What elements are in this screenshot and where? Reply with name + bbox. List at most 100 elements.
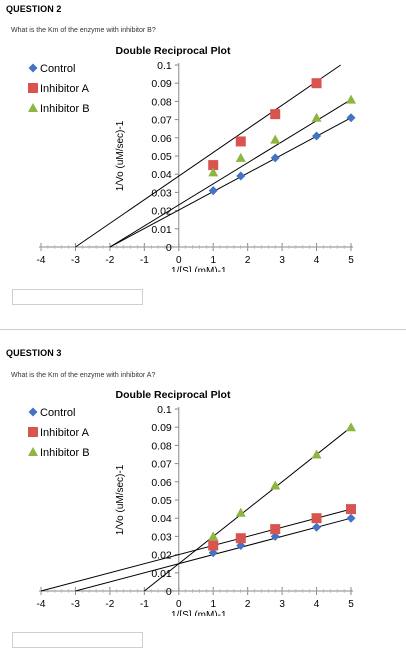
- chart-title: Double Reciprocal Plot: [116, 45, 231, 57]
- legend-label: Inhibitor B: [40, 447, 90, 459]
- x-tick-label: 1: [210, 599, 216, 610]
- y-tick-label: 0.08: [151, 96, 172, 108]
- x-tick-label: -2: [105, 255, 114, 266]
- x-tick-label: 5: [348, 599, 354, 610]
- x-tick-label: -4: [37, 599, 46, 610]
- question-2-prompt: What is the Km of the enzyme with inhibi…: [11, 27, 156, 34]
- data-point-control: [346, 113, 356, 123]
- data-point-control: [208, 548, 218, 558]
- y-tick-label: 0.04: [151, 513, 172, 525]
- legend-marker: [28, 63, 38, 73]
- question-3-label: QUESTION 3: [6, 348, 62, 358]
- x-tick-label: 3: [279, 599, 285, 610]
- data-point-inhibitor-b: [235, 152, 246, 162]
- data-point-inhibitor-a: [311, 78, 322, 89]
- y-tick-label: 0.05: [151, 495, 172, 507]
- y-tick-label: 0.1: [157, 60, 172, 72]
- x-tick-label: 3: [279, 255, 285, 266]
- x-tick-label: 0: [176, 599, 182, 610]
- y-tick-label: 0.02: [151, 550, 172, 562]
- data-point-inhibitor-b: [208, 531, 219, 541]
- y-tick-label: 0.05: [151, 151, 172, 163]
- y-axis-label: 1/Vo (uM/sec)-1: [115, 120, 126, 191]
- data-point-control: [236, 171, 246, 181]
- x-tick-label: 0: [176, 255, 182, 266]
- question-divider: [0, 329, 406, 330]
- legend-label: Control: [40, 63, 75, 75]
- y-tick-label: 0.09: [151, 78, 172, 90]
- y-tick-label: 0.08: [151, 440, 172, 452]
- data-point-inhibitor-b: [208, 167, 219, 177]
- y-tick-label: 0.02: [151, 206, 172, 218]
- x-tick-label: -2: [105, 599, 114, 610]
- data-point-inhibitor-a: [208, 160, 219, 171]
- trendline-control: [109, 117, 352, 248]
- trendline-inhibitor-a: [75, 64, 341, 248]
- data-point-inhibitor-a: [346, 504, 356, 515]
- y-tick-label: 0.01: [151, 568, 172, 580]
- legend-marker: [28, 407, 38, 417]
- x-tick-label: 1: [210, 255, 216, 266]
- y-tick-label: 0.03: [151, 531, 172, 543]
- question-2-chart: Double Reciprocal Plot -4 -3 -2 -1 0 1 2 3 4 5 0 0.0…: [28, 45, 356, 272]
- data-point-inhibitor-a: [208, 540, 219, 551]
- data-point-inhibitor-b: [270, 480, 281, 490]
- data-point-inhibitor-b: [346, 94, 356, 104]
- data-point-inhibitor-b: [270, 134, 281, 144]
- data-point-inhibitor-a: [235, 533, 246, 544]
- data-point-control: [312, 131, 322, 141]
- legend-label: Control: [40, 407, 75, 419]
- legend-marker: [28, 103, 38, 112]
- x-tick-label: -4: [37, 255, 46, 266]
- trendline-inhibitor-b: [144, 426, 352, 592]
- data-point-control: [312, 522, 322, 532]
- x-tick-label: 4: [314, 599, 320, 610]
- data-point-inhibitor-b: [346, 422, 356, 432]
- legend-label: Inhibitor A: [40, 427, 90, 439]
- x-tick-label: 4: [314, 255, 320, 266]
- y-tick-label: 0.07: [151, 459, 172, 471]
- legend-marker: [28, 427, 38, 437]
- x-tick-label: 2: [245, 599, 251, 610]
- data-point-control: [270, 531, 280, 541]
- y-tick-label: 0: [166, 242, 172, 254]
- data-point-inhibitor-b: [235, 507, 246, 517]
- x-axis-label: 1/[S] (mM)-1: [171, 266, 227, 272]
- y-axis-label: 1/Vo (uM/sec)-1: [115, 464, 126, 535]
- y-tick-label: 0: [166, 586, 172, 598]
- x-tick-label: -1: [140, 599, 149, 610]
- data-point-control: [346, 513, 356, 523]
- x-tick-label: -3: [71, 255, 80, 266]
- y-tick-label: 0.1: [157, 404, 172, 416]
- x-tick-label: 2: [245, 255, 251, 266]
- legend-label: Inhibitor B: [40, 103, 90, 115]
- question-2-label: QUESTION 2: [6, 4, 62, 14]
- question-3-chart: Double Reciprocal Plot -4 -3 -2 -1 0 1 2 3 4 5 0 0.0…: [28, 389, 356, 616]
- legend-label: Inhibitor A: [40, 83, 90, 95]
- data-point-inhibitor-b: [311, 112, 322, 122]
- data-point-inhibitor-a: [311, 513, 322, 524]
- data-point-control: [236, 541, 246, 550]
- y-tick-label: 0.06: [151, 477, 172, 489]
- data-point-control: [270, 153, 280, 163]
- x-tick-label: 5: [348, 255, 354, 266]
- data-point-inhibitor-b: [311, 449, 322, 459]
- data-point-inhibitor-a: [270, 524, 281, 535]
- trendline-inhibitor-b: [109, 99, 352, 248]
- data-point-inhibitor-a: [235, 136, 246, 147]
- data-point-inhibitor-a: [270, 109, 281, 120]
- y-tick-label: 0.04: [151, 169, 172, 181]
- x-tick-label: -3: [71, 599, 80, 610]
- question-3-answer-input[interactable]: [12, 632, 143, 648]
- y-tick-label: 0.09: [151, 422, 172, 434]
- question-3-prompt: What is the Km of the enzyme with inhibi…: [11, 372, 156, 379]
- legend-marker: [28, 447, 38, 456]
- chart-title: Double Reciprocal Plot: [116, 389, 231, 401]
- y-tick-label: 0.01: [151, 224, 172, 236]
- y-tick-label: 0.03: [151, 187, 172, 199]
- y-tick-label: 0.06: [151, 133, 172, 145]
- data-point-control: [208, 186, 218, 196]
- question-2-answer-input[interactable]: [12, 289, 143, 305]
- legend-marker: [28, 83, 38, 93]
- y-tick-label: 0.07: [151, 115, 172, 127]
